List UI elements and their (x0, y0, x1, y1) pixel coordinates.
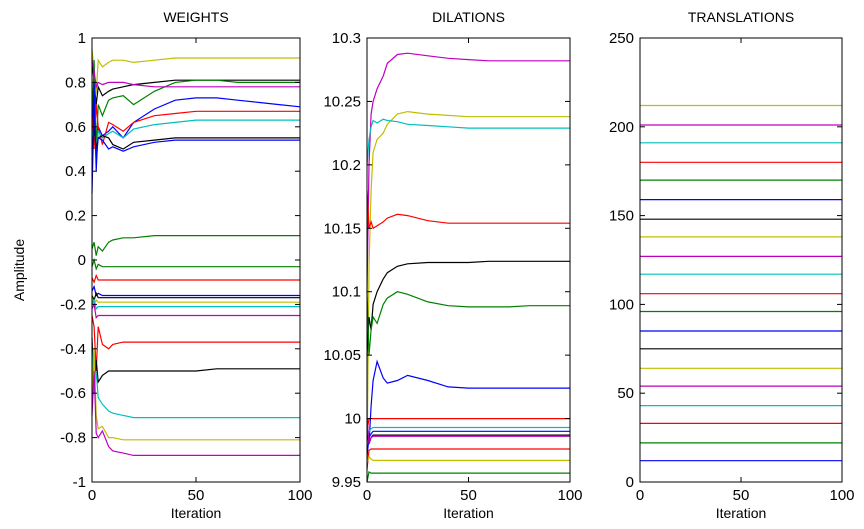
translations-xtick-label: 100 (829, 487, 854, 504)
weights-series-line-11 (91, 273, 300, 284)
weights-ytick-label: 1 (78, 30, 86, 47)
dilations-ytick-label: 10.15 (323, 220, 361, 237)
weights-title: WEIGHTS (163, 9, 228, 25)
weights-ytick-label: -0.4 (60, 341, 86, 358)
weights-series-line-3 (91, 60, 300, 89)
dilations-ytick-label: 10 (344, 411, 361, 428)
weights-series-line-6 (91, 119, 300, 150)
weights-xlabel: Iteration (171, 505, 222, 521)
translations-axes-box (639, 37, 843, 483)
weights-series-line-12 (91, 284, 300, 297)
translations-xlabel: Iteration (716, 505, 767, 521)
dilations-series-line-0 (366, 52, 570, 292)
dilations-title: DILATIONS (432, 9, 505, 25)
weights-ytick-label: 0.2 (65, 208, 86, 225)
weights-series-line-8 (91, 104, 300, 194)
dilations-series-line-9 (366, 430, 570, 457)
dilations-series-line-4 (366, 260, 570, 356)
dilations-series-line-2 (366, 118, 570, 165)
dilations-ytick-label: 10.3 (332, 30, 361, 47)
dilations-xtick-label: 100 (557, 487, 582, 504)
weights-series-line-14 (91, 297, 300, 307)
translations-xtick-label: 0 (636, 487, 644, 504)
translations-ytick-label: 200 (609, 119, 634, 136)
weights-series-line-19 (91, 348, 300, 419)
dilations-series-line-3 (366, 190, 570, 230)
weights-ytick-label: 0.8 (65, 74, 86, 91)
weights-series-line-15 (91, 298, 300, 311)
dilations-series-line-1 (366, 110, 570, 470)
weights-ytick-label: 0.6 (65, 119, 86, 136)
weights-ytick-label: -0.6 (60, 385, 86, 402)
weights-series-line-0 (91, 49, 300, 94)
dilations-series-line-10 (366, 431, 570, 445)
dilations-ytick-label: 10.2 (332, 157, 361, 174)
weights-series-line-10 (91, 257, 300, 271)
weights-series-line-17 (91, 315, 300, 372)
dilations-ytick-label: 10.25 (323, 93, 361, 110)
weights-series-line-16 (91, 302, 300, 320)
translations-ytick-label: 50 (617, 385, 634, 402)
translations-ytick-label: 0 (626, 474, 634, 491)
weights-ytick-label: -0.2 (60, 296, 86, 313)
dilations-ytick-label: 9.95 (332, 474, 361, 491)
y-axis-label: Amplitude (11, 239, 27, 301)
dilations-series-line-6 (366, 359, 570, 444)
translations-ytick-label: 100 (609, 296, 634, 313)
dilations-xtick-label: 0 (363, 487, 371, 504)
dilations-ytick-label: 10.05 (323, 347, 361, 364)
weights-series-line-13 (91, 291, 300, 302)
dilations-xtick-label: 50 (460, 487, 477, 504)
dilations-xlabel: Iteration (443, 505, 494, 521)
weights-series-line-9 (91, 235, 300, 256)
dilations-series-line-11 (366, 418, 570, 445)
dilations-series-line-8 (366, 426, 570, 444)
dilations-axes-box (366, 37, 571, 483)
weights-ytick-label: 0 (78, 252, 86, 269)
dilations-series-line-14 (366, 470, 570, 483)
weights-series-line-21 (91, 370, 300, 456)
weights-ytick-label: -0.8 (60, 430, 86, 447)
weights-xtick-label: 100 (287, 487, 312, 504)
dilations-series-line-7 (366, 418, 570, 432)
translations-ytick-label: 150 (609, 208, 634, 225)
translations-panel: 0 50 100 150 200 250 0 50 100 TRANSLATIONS Iterati… (609, 9, 855, 521)
weights-series-line-2 (91, 60, 300, 150)
weights-xtick-label: 0 (88, 487, 96, 504)
dilations-series-line-5 (366, 291, 570, 356)
dilations-series-line-12 (366, 448, 570, 470)
dilations-series-line-13 (366, 455, 570, 464)
weights-xtick-label: 50 (188, 487, 205, 504)
weights-series-line-5 (91, 104, 300, 150)
weights-series-line-20 (91, 348, 300, 441)
translations-xtick-label: 50 (733, 487, 750, 504)
translations-ytick-label: 250 (609, 30, 634, 47)
dilations-panel: 9.95 10 10.05 10.1 10.15 10.2 10.25 10.3 0 50 100 D… (323, 9, 582, 521)
weights-series-line-18 (91, 337, 300, 394)
translations-title: TRANSLATIONS (688, 9, 794, 25)
weights-panel: -1 -0.8 -0.6 -0.4 -0.2 0 0.2 0.4 0.6 0.8 1 0 50 100 WE… (60, 9, 312, 521)
weights-ytick-label: -1 (73, 474, 86, 491)
dilations-ytick-label: 10.1 (332, 284, 361, 301)
weights-ytick-label: 0.4 (65, 163, 86, 180)
